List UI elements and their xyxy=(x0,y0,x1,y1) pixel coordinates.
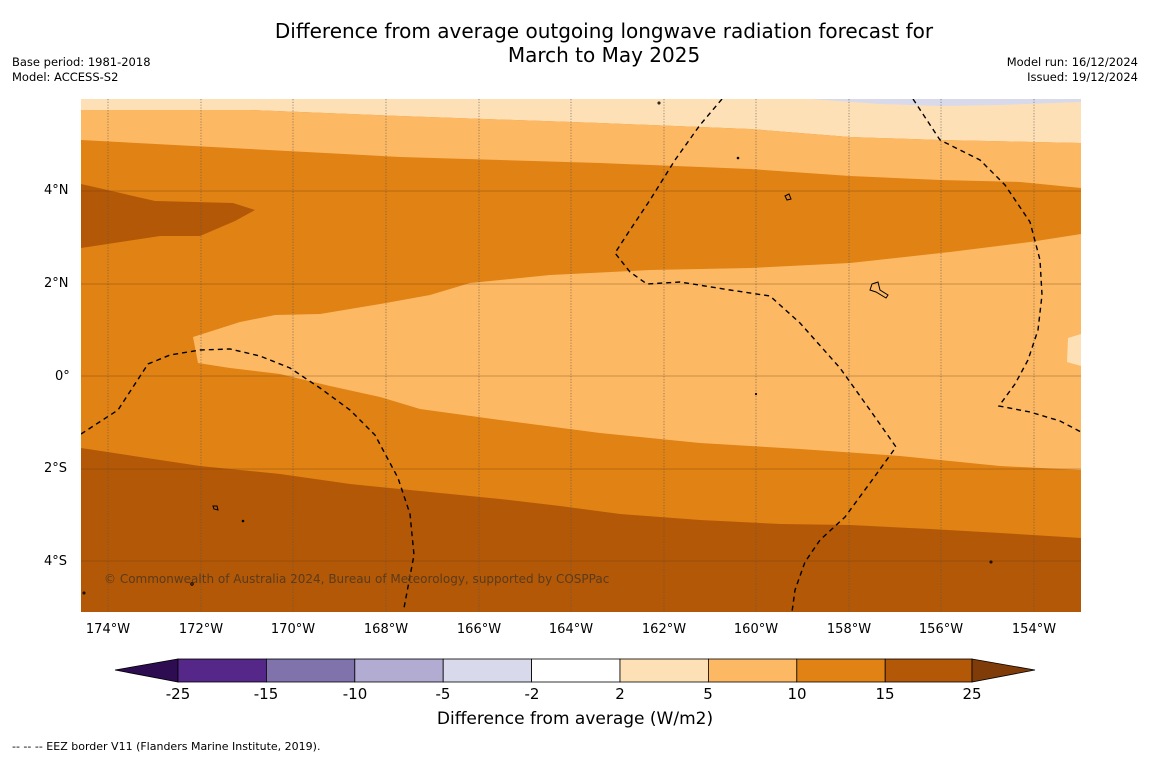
lon-tick-164w: 164°W xyxy=(548,622,594,637)
model-label: Model: ACCESS-S2 xyxy=(12,70,119,84)
lat-tick-4n: 4°N xyxy=(44,183,69,198)
colorbar-tick-label: 5 xyxy=(703,685,713,703)
colorbar-extend-low xyxy=(114,658,179,683)
copyright-notice: © Commonwealth of Australia 2024, Bureau… xyxy=(104,572,610,586)
lon-tick-168w: 168°W xyxy=(363,622,409,637)
islands xyxy=(82,101,993,595)
eez-border xyxy=(81,99,1081,612)
colorbar-tick-label: -2 xyxy=(524,685,540,703)
colorbar-swatch-4 xyxy=(442,658,533,683)
band-5-10-north xyxy=(81,110,1081,188)
lon-tick-172w: 172°W xyxy=(178,622,224,637)
lon-tick-166w: 166°W xyxy=(456,622,502,637)
lat-tick-0: 0° xyxy=(55,369,70,384)
lon-tick-174w: 174°W xyxy=(85,622,131,637)
model-run-label: Model run: 16/12/2024 xyxy=(1006,55,1138,69)
base-period-label: Base period: 1981-2018 xyxy=(12,55,151,69)
map-title-line2: March to May 2025 xyxy=(507,43,701,67)
eez-legend-note: -- -- -- EEZ border V11 (Flanders Marine… xyxy=(12,740,321,753)
colorbar-swatch-8 xyxy=(796,658,886,683)
lon-tick-160w: 160°W xyxy=(733,622,779,637)
band-2-5-east xyxy=(1067,334,1081,366)
lat-tick-2s: 2°S xyxy=(44,461,68,476)
lon-tick-162w: 162°W xyxy=(641,622,687,637)
lon-tick-170w: 170°W xyxy=(270,622,316,637)
colorbar-title: Difference from average (W/m2) xyxy=(436,709,714,729)
colorbar-swatch-5 xyxy=(531,658,621,683)
colorbar-tick-label: -5 xyxy=(435,685,451,703)
meta-right: Model run: 16/12/2024 Issued: 19/12/2024 xyxy=(1007,55,1138,85)
lat-tick-2n: 2°N xyxy=(44,276,69,291)
lat-tick-4s: 4°S xyxy=(44,554,68,569)
map-plot-area xyxy=(81,99,1081,612)
lon-tick-158w: 158°W xyxy=(826,622,872,637)
colorbar-swatch-1 xyxy=(177,658,267,683)
colorbar xyxy=(114,658,1036,683)
map-title-line1: Difference from average outgoing longwav… xyxy=(274,19,934,43)
colorbar-tick-label: 15 xyxy=(875,685,895,703)
colorbar-tick-label: -25 xyxy=(165,685,191,703)
colorbar-swatch-3 xyxy=(354,658,444,683)
colorbar-extend-high xyxy=(971,658,1036,683)
colorbar-swatch-9 xyxy=(884,658,973,683)
latitude-lines xyxy=(81,190,1081,562)
map-title: Difference from average outgoing longwav… xyxy=(204,19,1004,67)
colorbar-swatch-6 xyxy=(619,658,709,683)
band-2-5-top xyxy=(81,99,1081,143)
colorbar-tick-label: -10 xyxy=(342,685,368,703)
band-15-25-south xyxy=(81,448,1081,612)
lon-tick-156w: 156°W xyxy=(918,622,964,637)
band-5-10-equatorial xyxy=(193,234,1081,470)
colorbar-tick-label: -15 xyxy=(253,685,279,703)
band-15-25-west xyxy=(81,184,255,248)
meta-left: Base period: 1981-2018 Model: ACCESS-S2 xyxy=(12,55,151,85)
colorbar-tick-label: 25 xyxy=(962,685,982,703)
colorbar-swatch-7 xyxy=(708,658,798,683)
colorbar-swatch-2 xyxy=(265,658,356,683)
band-minus5-minus2-top xyxy=(810,99,1081,106)
colorbar-tick-label: 10 xyxy=(787,685,807,703)
colorbar-tick-label: 2 xyxy=(615,685,625,703)
lon-tick-154w: 154°W xyxy=(1011,622,1057,637)
issued-label: Issued: 19/12/2024 xyxy=(1027,70,1138,84)
